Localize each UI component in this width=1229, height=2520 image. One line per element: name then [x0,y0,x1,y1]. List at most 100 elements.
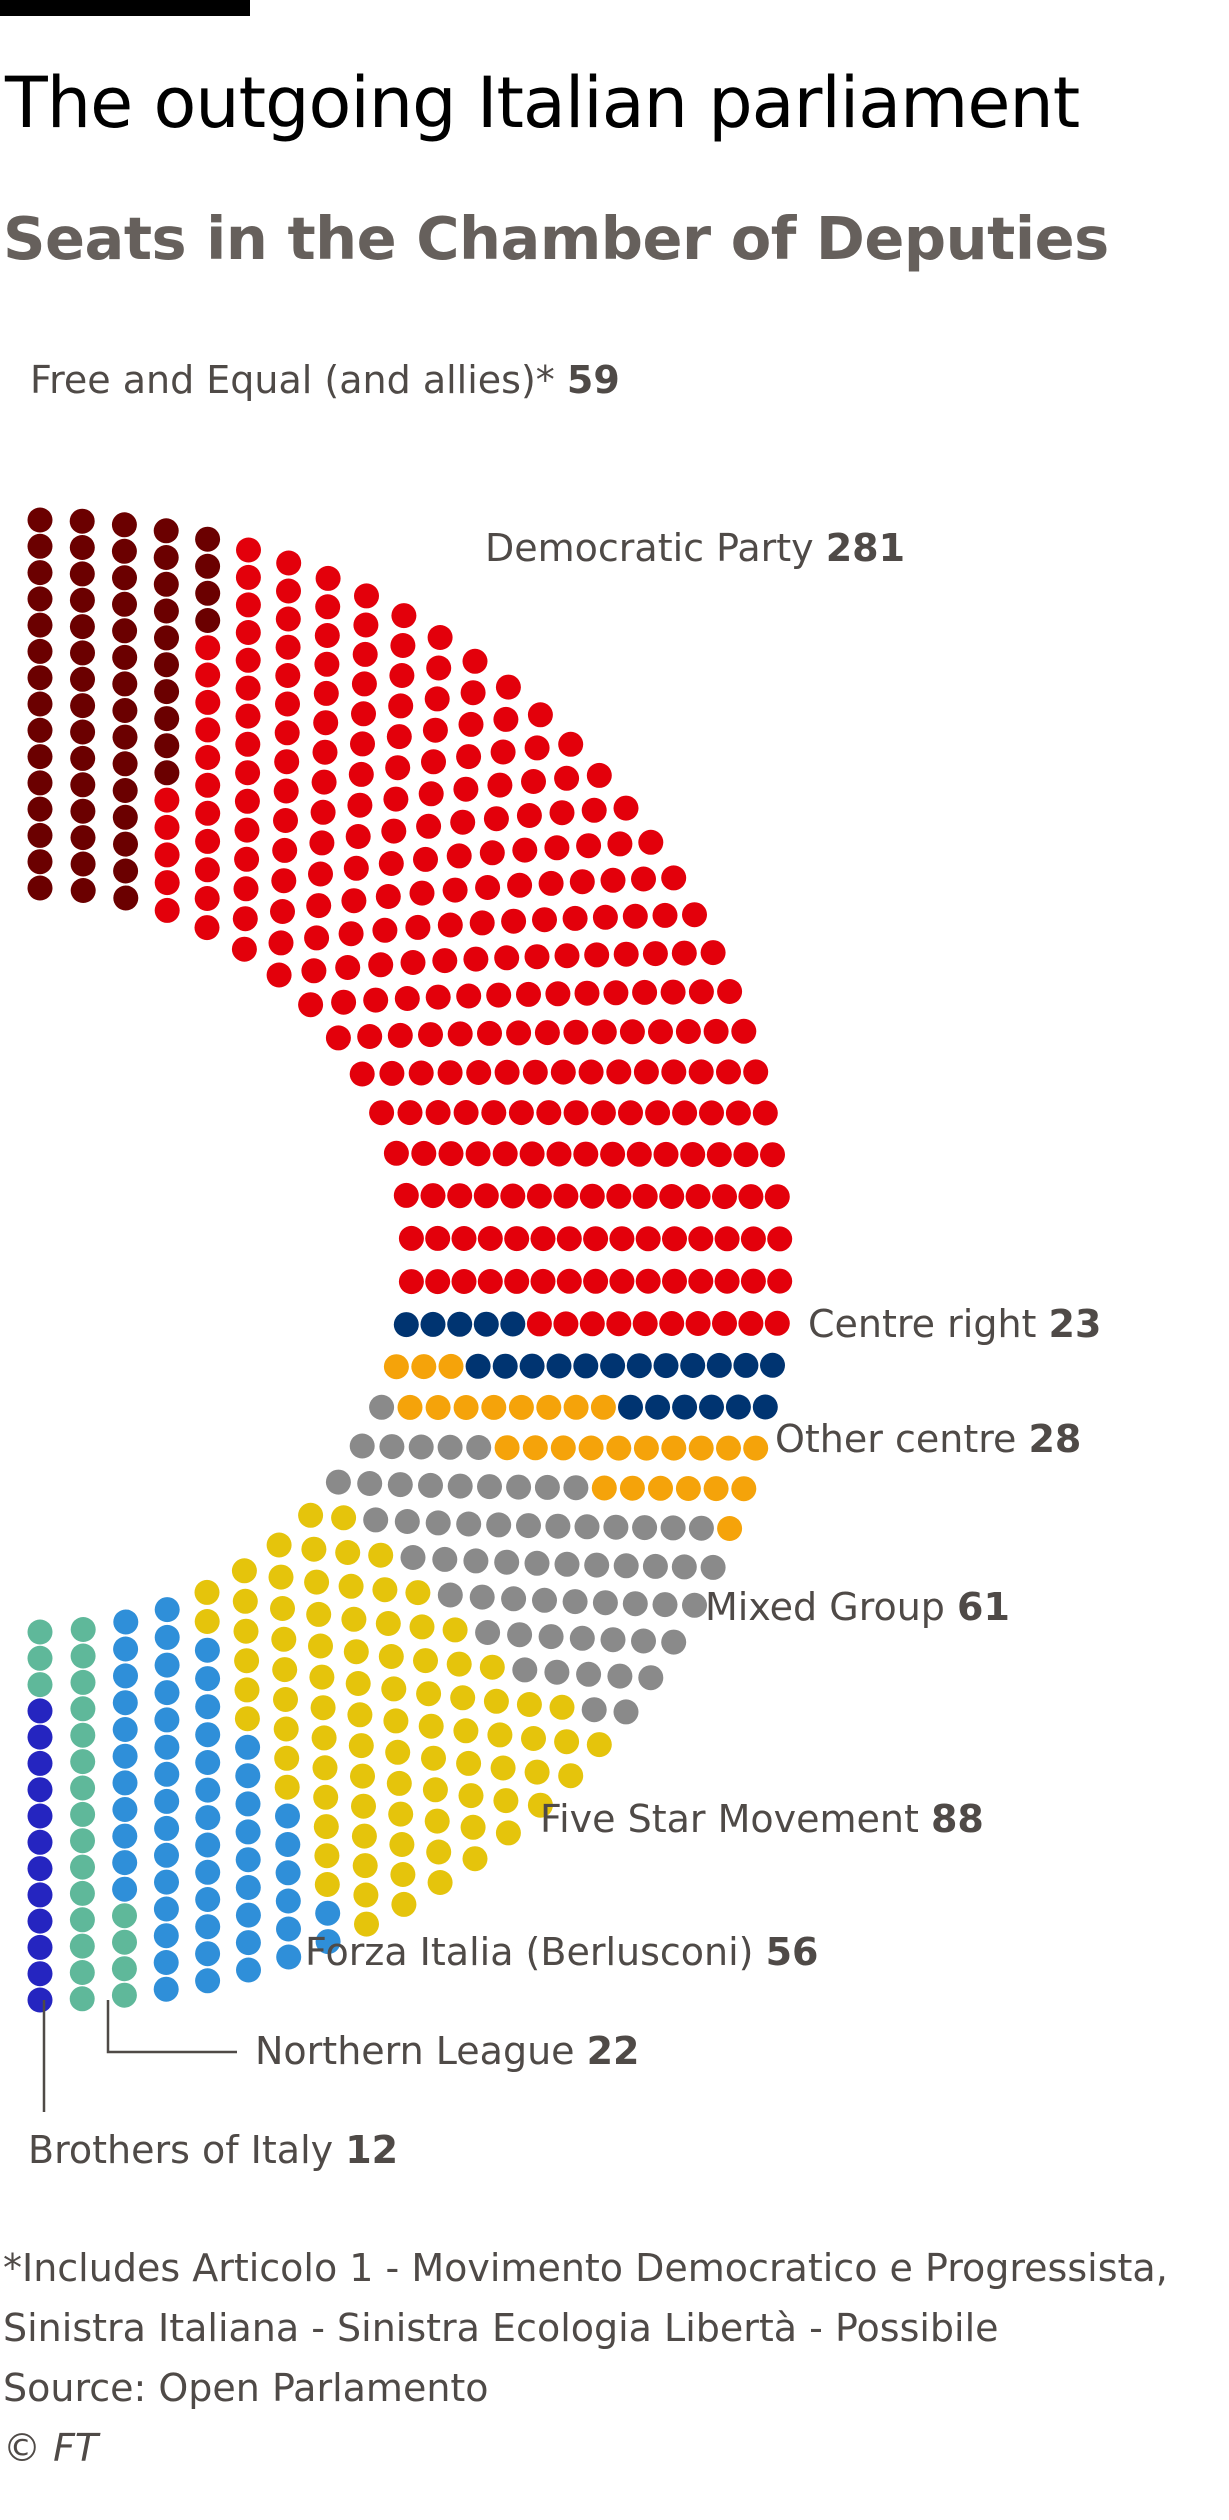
seat-democratic-party [688,1059,714,1085]
seat-free-and-equal-and-allies [112,591,137,617]
seat-democratic-party [388,693,414,719]
seat-democratic-party [688,979,714,1005]
seat-democratic-party [235,620,261,645]
seat-democratic-party [469,910,495,936]
seat-five-star-movement [298,1502,324,1528]
seat-mixed-group [400,1545,426,1570]
seat-forza-italia-berlusconi [154,1680,180,1706]
seat-democratic-party [633,1059,659,1085]
seat-centre-right [706,1352,732,1378]
footnote-line-2: Sinistra Italiana - Sinistra Ecologia Li… [3,2306,999,2350]
seat-democratic-party [740,1226,766,1252]
seat-five-star-movement [301,1536,327,1562]
seat-democratic-party [447,1021,473,1047]
seat-democratic-party [368,952,394,978]
seat-five-star-movement [271,1626,297,1652]
seat-democratic-party [506,1020,532,1046]
seat-five-star-movement [331,1505,357,1531]
seat-democratic-party [600,867,626,893]
seat-democratic-party [530,1226,556,1252]
party-labels: Free and Equal (and allies)* 59 Democrati… [28,358,1101,2172]
label-forza-italia-berlusconi: Forza Italia (Berlusconi) 56 [305,1930,818,1974]
seat-five-star-movement [516,1692,542,1717]
seat-free-and-equal-and-allies [69,508,95,534]
seat-forza-italia-berlusconi [235,1902,261,1928]
seat-forza-italia-berlusconi [236,1957,261,1983]
seat-democratic-party [477,1226,503,1251]
seat-other-centre [633,1435,659,1461]
seat-democratic-party [512,837,538,863]
seat-democratic-party [516,981,541,1007]
seat-other-centre [675,1476,701,1501]
seat-democratic-party [569,869,595,895]
seat-five-star-movement [424,1808,450,1834]
seat-democratic-party [408,1060,434,1086]
seat-democratic-party [609,1268,635,1294]
seat-free-and-equal-and-allies [27,533,53,559]
seat-other-centre [397,1394,423,1420]
seat-democratic-party [675,1019,701,1044]
seat-five-star-movement [426,1839,452,1865]
seat-forza-italia-berlusconi [315,1900,341,1926]
seat-five-star-movement [558,1763,584,1789]
seat-brothers-of-italy [27,1908,53,1934]
seat-democratic-party [456,744,482,770]
seat-democratic-party [194,886,220,911]
seat-democratic-party [764,1310,790,1336]
seat-five-star-movement [453,1718,479,1744]
seat-free-and-equal-and-allies [70,798,96,824]
seat-democratic-party [738,1310,764,1336]
seat-democratic-party [703,1018,729,1044]
seat-democratic-party [235,564,261,590]
seat-democratic-party [313,680,339,706]
seat-democratic-party [416,813,442,839]
seat-forza-italia-berlusconi [276,1916,301,1942]
seat-mixed-group [584,1552,610,1578]
seat-democratic-party [271,868,297,894]
seat-five-star-movement [343,1639,369,1665]
seat-five-star-movement [385,1739,411,1765]
seat-northern-league [69,1880,95,1906]
seat-five-star-movement [273,1687,298,1712]
seat-democratic-party [195,635,221,661]
seat-democratic-party [195,772,221,798]
seat-free-and-equal-and-allies [154,706,180,732]
seat-five-star-movement [232,1588,258,1614]
seat-democratic-party [313,710,339,736]
seat-democratic-party [383,1140,409,1166]
seat-democratic-party [613,941,639,967]
seat-free-and-equal-and-allies [27,717,53,743]
seat-mixed-group [632,1515,658,1541]
seat-free-and-equal-and-allies [113,831,138,857]
copyright-text: © FT [3,2426,99,2470]
seat-forza-italia-berlusconi [235,1763,261,1789]
seat-democratic-party [603,980,629,1006]
seat-democratic-party [400,950,426,975]
seat-five-star-movement [462,1846,488,1872]
seat-democratic-party [275,634,301,660]
seat-northern-league [69,1960,95,1985]
label-five-star-movement: Five Star Movement 88 [540,1797,984,1841]
seat-democratic-party [682,902,707,928]
seat-mixed-group [486,1512,512,1538]
seat-democratic-party [725,1100,751,1126]
seat-democratic-party [519,1141,545,1167]
seat-forza-italia-berlusconi [275,1860,301,1886]
seat-forza-italia-berlusconi [154,1815,180,1841]
seat-democratic-party [453,1100,479,1125]
seat-democratic-party [495,674,521,700]
seat-forza-italia-berlusconi [235,1791,261,1817]
seat-free-and-equal-and-allies [70,851,96,877]
seat-mixed-group [512,1657,538,1683]
seat-democratic-party [576,833,602,859]
seat-five-star-movement [231,1558,257,1584]
seat-other-centre [481,1394,507,1420]
seat-democratic-party [306,893,332,919]
seat-democratic-party [315,565,341,591]
seat-five-star-movement [446,1651,472,1677]
seat-democratic-party [767,1268,793,1294]
seat-free-and-equal-and-allies [27,638,53,664]
seat-democratic-party [235,731,261,757]
seat-northern-league [70,1828,95,1854]
seat-democratic-party [301,958,327,984]
